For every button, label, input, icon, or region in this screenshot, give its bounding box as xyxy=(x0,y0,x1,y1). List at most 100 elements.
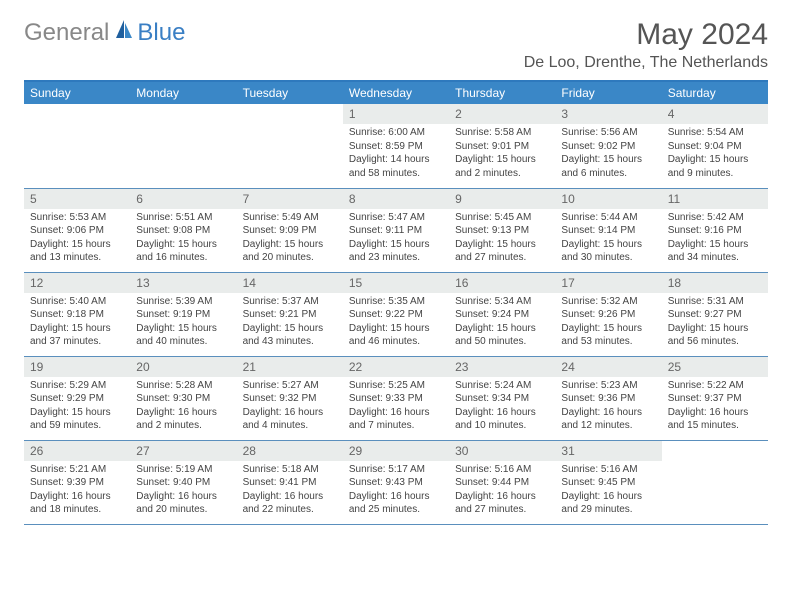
calendar-cell xyxy=(662,440,768,524)
sunrise-text: Sunrise: 5:19 AM xyxy=(136,463,230,477)
daylight-text: Daylight: 15 hours and 20 minutes. xyxy=(243,238,337,265)
sunrise-text: Sunrise: 5:23 AM xyxy=(561,379,655,393)
day-info: Sunrise: 5:35 AMSunset: 9:22 PMDaylight:… xyxy=(343,295,449,353)
daylight-text: Daylight: 15 hours and 27 minutes. xyxy=(455,238,549,265)
sunrise-text: Sunrise: 5:28 AM xyxy=(136,379,230,393)
day-info: Sunrise: 5:29 AMSunset: 9:29 PMDaylight:… xyxy=(24,379,130,437)
weekday-header-row: SundayMondayTuesdayWednesdayThursdayFrid… xyxy=(24,81,768,104)
sunset-text: Sunset: 9:09 PM xyxy=(243,224,337,238)
sunrise-text: Sunrise: 5:17 AM xyxy=(349,463,443,477)
sunrise-text: Sunrise: 5:34 AM xyxy=(455,295,549,309)
sunrise-text: Sunrise: 5:39 AM xyxy=(136,295,230,309)
day-info: Sunrise: 5:28 AMSunset: 9:30 PMDaylight:… xyxy=(130,379,236,437)
sunrise-text: Sunrise: 5:42 AM xyxy=(668,211,762,225)
header: General Blue May 2024 De Loo, Drenthe, T… xyxy=(24,18,768,72)
sunset-text: Sunset: 9:30 PM xyxy=(136,392,230,406)
day-info: Sunrise: 5:56 AMSunset: 9:02 PMDaylight:… xyxy=(555,126,661,184)
day-number: 6 xyxy=(130,189,236,209)
calendar-cell: 22Sunrise: 5:25 AMSunset: 9:33 PMDayligh… xyxy=(343,356,449,440)
daylight-text: Daylight: 15 hours and 13 minutes. xyxy=(30,238,124,265)
sunset-text: Sunset: 9:27 PM xyxy=(668,308,762,322)
day-info: Sunrise: 5:47 AMSunset: 9:11 PMDaylight:… xyxy=(343,211,449,269)
logo: General Blue xyxy=(24,18,185,47)
sunset-text: Sunset: 9:11 PM xyxy=(349,224,443,238)
day-number: 30 xyxy=(449,441,555,461)
sunrise-text: Sunrise: 6:00 AM xyxy=(349,126,443,140)
sunset-text: Sunset: 9:40 PM xyxy=(136,476,230,490)
daylight-text: Daylight: 15 hours and 6 minutes. xyxy=(561,153,655,180)
calendar-cell: 3Sunrise: 5:56 AMSunset: 9:02 PMDaylight… xyxy=(555,104,661,188)
calendar-cell: 17Sunrise: 5:32 AMSunset: 9:26 PMDayligh… xyxy=(555,272,661,356)
day-number: 9 xyxy=(449,189,555,209)
daylight-text: Daylight: 15 hours and 16 minutes. xyxy=(136,238,230,265)
weekday-header: Saturday xyxy=(662,81,768,104)
day-info: Sunrise: 5:53 AMSunset: 9:06 PMDaylight:… xyxy=(24,211,130,269)
daylight-text: Daylight: 15 hours and 43 minutes. xyxy=(243,322,337,349)
day-info: Sunrise: 5:37 AMSunset: 9:21 PMDaylight:… xyxy=(237,295,343,353)
day-info: Sunrise: 5:21 AMSunset: 9:39 PMDaylight:… xyxy=(24,463,130,521)
day-info: Sunrise: 5:54 AMSunset: 9:04 PMDaylight:… xyxy=(662,126,768,184)
daylight-text: Daylight: 14 hours and 58 minutes. xyxy=(349,153,443,180)
daylight-text: Daylight: 15 hours and 56 minutes. xyxy=(668,322,762,349)
sunrise-text: Sunrise: 5:53 AM xyxy=(30,211,124,225)
sunset-text: Sunset: 9:06 PM xyxy=(30,224,124,238)
sunset-text: Sunset: 9:24 PM xyxy=(455,308,549,322)
sunset-text: Sunset: 9:01 PM xyxy=(455,140,549,154)
logo-text-blue: Blue xyxy=(137,19,185,47)
day-number: 2 xyxy=(449,104,555,124)
daylight-text: Daylight: 15 hours and 23 minutes. xyxy=(349,238,443,265)
daylight-text: Daylight: 15 hours and 9 minutes. xyxy=(668,153,762,180)
calendar-cell: 21Sunrise: 5:27 AMSunset: 9:32 PMDayligh… xyxy=(237,356,343,440)
calendar-cell xyxy=(130,104,236,188)
sunset-text: Sunset: 9:16 PM xyxy=(668,224,762,238)
daylight-text: Daylight: 16 hours and 15 minutes. xyxy=(668,406,762,433)
day-number: 3 xyxy=(555,104,661,124)
daylight-text: Daylight: 15 hours and 40 minutes. xyxy=(136,322,230,349)
calendar-cell: 9Sunrise: 5:45 AMSunset: 9:13 PMDaylight… xyxy=(449,188,555,272)
sunrise-text: Sunrise: 5:31 AM xyxy=(668,295,762,309)
day-number: 1 xyxy=(343,104,449,124)
sunrise-text: Sunrise: 5:54 AM xyxy=(668,126,762,140)
sail-icon xyxy=(114,18,134,47)
calendar-cell: 15Sunrise: 5:35 AMSunset: 9:22 PMDayligh… xyxy=(343,272,449,356)
day-info: Sunrise: 5:24 AMSunset: 9:34 PMDaylight:… xyxy=(449,379,555,437)
weekday-header: Sunday xyxy=(24,81,130,104)
month-title: May 2024 xyxy=(524,18,768,52)
day-info: Sunrise: 5:58 AMSunset: 9:01 PMDaylight:… xyxy=(449,126,555,184)
sunset-text: Sunset: 9:44 PM xyxy=(455,476,549,490)
day-number: 12 xyxy=(24,273,130,293)
day-number: 29 xyxy=(343,441,449,461)
day-number: 26 xyxy=(24,441,130,461)
day-number: 24 xyxy=(555,357,661,377)
calendar-cell: 5Sunrise: 5:53 AMSunset: 9:06 PMDaylight… xyxy=(24,188,130,272)
day-number: 14 xyxy=(237,273,343,293)
sunset-text: Sunset: 9:19 PM xyxy=(136,308,230,322)
calendar-cell: 6Sunrise: 5:51 AMSunset: 9:08 PMDaylight… xyxy=(130,188,236,272)
sunrise-text: Sunrise: 5:58 AM xyxy=(455,126,549,140)
weekday-header: Wednesday xyxy=(343,81,449,104)
daylight-text: Daylight: 16 hours and 29 minutes. xyxy=(561,490,655,517)
sunset-text: Sunset: 9:32 PM xyxy=(243,392,337,406)
calendar-cell: 16Sunrise: 5:34 AMSunset: 9:24 PMDayligh… xyxy=(449,272,555,356)
calendar-cell: 12Sunrise: 5:40 AMSunset: 9:18 PMDayligh… xyxy=(24,272,130,356)
sunrise-text: Sunrise: 5:16 AM xyxy=(455,463,549,477)
daylight-text: Daylight: 16 hours and 27 minutes. xyxy=(455,490,549,517)
sunrise-text: Sunrise: 5:51 AM xyxy=(136,211,230,225)
day-number: 17 xyxy=(555,273,661,293)
calendar-table: SundayMondayTuesdayWednesdayThursdayFrid… xyxy=(24,80,768,525)
sunset-text: Sunset: 9:34 PM xyxy=(455,392,549,406)
calendar-cell: 14Sunrise: 5:37 AMSunset: 9:21 PMDayligh… xyxy=(237,272,343,356)
sunrise-text: Sunrise: 5:35 AM xyxy=(349,295,443,309)
sunrise-text: Sunrise: 5:56 AM xyxy=(561,126,655,140)
day-info: Sunrise: 5:40 AMSunset: 9:18 PMDaylight:… xyxy=(24,295,130,353)
day-info: Sunrise: 5:44 AMSunset: 9:14 PMDaylight:… xyxy=(555,211,661,269)
daylight-text: Daylight: 16 hours and 22 minutes. xyxy=(243,490,337,517)
sunrise-text: Sunrise: 5:40 AM xyxy=(30,295,124,309)
calendar-cell: 2Sunrise: 5:58 AMSunset: 9:01 PMDaylight… xyxy=(449,104,555,188)
calendar-cell: 10Sunrise: 5:44 AMSunset: 9:14 PMDayligh… xyxy=(555,188,661,272)
daylight-text: Daylight: 15 hours and 59 minutes. xyxy=(30,406,124,433)
calendar-row: 26Sunrise: 5:21 AMSunset: 9:39 PMDayligh… xyxy=(24,440,768,524)
logo-text-general: General xyxy=(24,19,109,47)
calendar-cell: 13Sunrise: 5:39 AMSunset: 9:19 PMDayligh… xyxy=(130,272,236,356)
sunset-text: Sunset: 9:22 PM xyxy=(349,308,443,322)
